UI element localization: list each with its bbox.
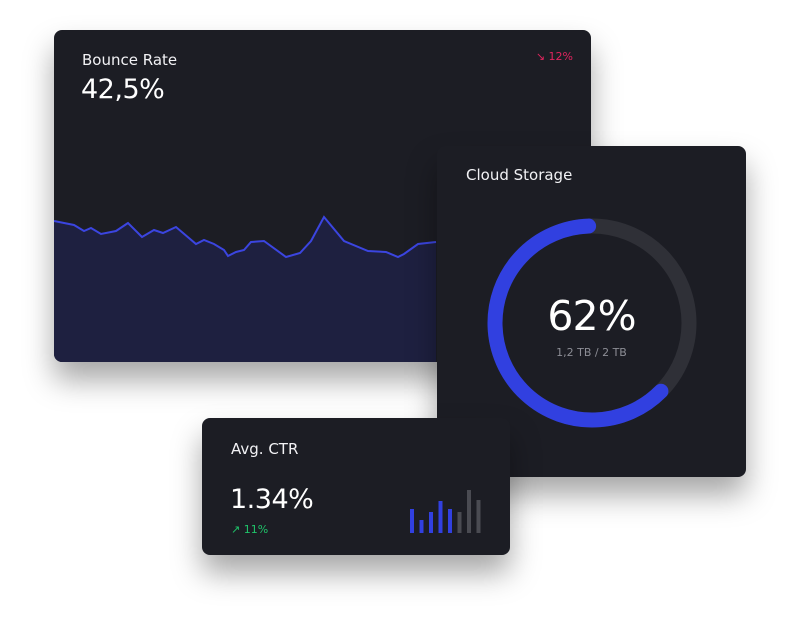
bar xyxy=(410,509,414,533)
bounce-rate-area-chart xyxy=(54,215,437,362)
avg-ctr-title: Avg. CTR xyxy=(231,440,299,458)
series-line xyxy=(54,215,437,259)
bounce-rate-title: Bounce Rate xyxy=(82,51,178,69)
area-fill xyxy=(54,217,436,362)
bar xyxy=(476,500,481,533)
avg-ctr-value: 1.34% xyxy=(230,484,314,515)
avg-ctr-change: ↗ 11% xyxy=(231,523,269,536)
cloud-storage-title: Cloud Storage xyxy=(466,166,573,184)
bounce-rate-value: 42,5% xyxy=(81,74,165,105)
bounce-rate-change: ↘ 12% xyxy=(535,50,573,63)
storage-donut xyxy=(487,218,697,428)
avg-ctr-card: Avg. CTR 1.34% ↗ 11% xyxy=(202,418,510,555)
bar xyxy=(448,509,452,533)
bar xyxy=(457,512,462,533)
bar xyxy=(467,490,471,533)
bar xyxy=(419,520,424,533)
bar xyxy=(429,512,433,533)
storage-percent: 62% xyxy=(547,292,636,340)
donut-fill xyxy=(487,218,697,428)
bar xyxy=(438,501,443,533)
avg-ctr-bar-chart xyxy=(410,490,481,533)
storage-usage: 1,2 TB / 2 TB xyxy=(556,346,627,359)
